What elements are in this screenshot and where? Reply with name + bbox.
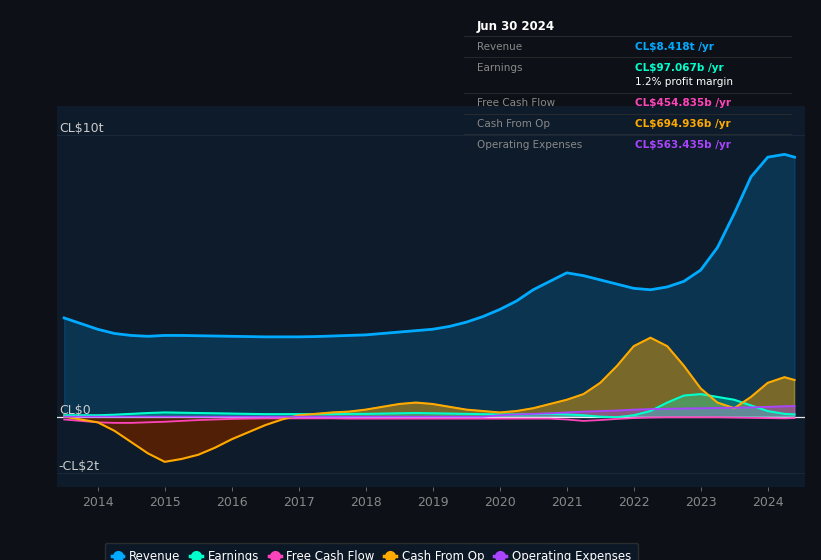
Text: Revenue: Revenue — [477, 42, 522, 52]
Text: CL$454.835b /yr: CL$454.835b /yr — [635, 98, 731, 108]
Text: Earnings: Earnings — [477, 63, 522, 73]
Text: Free Cash Flow: Free Cash Flow — [477, 98, 555, 108]
Text: CL$10t: CL$10t — [59, 122, 103, 134]
Text: CL$563.435b /yr: CL$563.435b /yr — [635, 140, 731, 150]
Text: -CL$2t: -CL$2t — [59, 460, 100, 473]
Text: CL$694.936b /yr: CL$694.936b /yr — [635, 119, 730, 129]
Text: CL$0: CL$0 — [59, 404, 90, 417]
Text: Jun 30 2024: Jun 30 2024 — [477, 20, 555, 32]
Text: CL$8.418t /yr: CL$8.418t /yr — [635, 42, 713, 52]
Text: 1.2% profit margin: 1.2% profit margin — [635, 77, 732, 87]
Text: Operating Expenses: Operating Expenses — [477, 140, 582, 150]
Text: Cash From Op: Cash From Op — [477, 119, 550, 129]
Text: CL$97.067b /yr: CL$97.067b /yr — [635, 63, 723, 73]
Legend: Revenue, Earnings, Free Cash Flow, Cash From Op, Operating Expenses: Revenue, Earnings, Free Cash Flow, Cash … — [104, 543, 638, 560]
